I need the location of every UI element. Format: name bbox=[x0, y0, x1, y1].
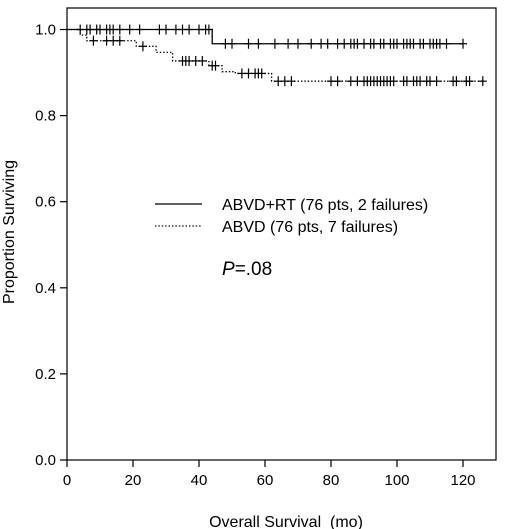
series-abvd bbox=[67, 28, 487, 87]
p-value-annotation: P=.08 bbox=[222, 259, 272, 280]
x-axis-label: Overall Survival (mo) bbox=[209, 514, 363, 529]
p-value-number: =.08 bbox=[235, 259, 273, 280]
x-tick-label: 20 bbox=[125, 472, 142, 489]
x-tick-label: 80 bbox=[323, 472, 340, 489]
x-tick-label: 100 bbox=[384, 472, 409, 489]
x-tick-label: 0 bbox=[63, 472, 71, 489]
y-tick-label: 0.2 bbox=[35, 366, 56, 383]
survival-curves bbox=[67, 24, 487, 87]
y-tick-label: 0.8 bbox=[35, 108, 56, 125]
y-axis-label: Proportion Surviving bbox=[1, 160, 18, 304]
x-tick-label: 40 bbox=[191, 472, 208, 489]
y-tick-label: 0.4 bbox=[35, 280, 56, 297]
p-value-symbol: P bbox=[222, 259, 235, 280]
survival-line bbox=[67, 28, 483, 82]
y-tick-label: 0.6 bbox=[35, 194, 56, 211]
y-tick-label: 0.0 bbox=[35, 452, 56, 469]
x-tick-label: 120 bbox=[450, 472, 475, 489]
series-abvd-rt bbox=[67, 24, 467, 49]
plot-frame bbox=[66, 7, 497, 461]
x-tick-label: 60 bbox=[257, 472, 274, 489]
legend-label: ABVD (76 pts, 7 failures) bbox=[222, 219, 398, 236]
legend: ABVD+RT (76 pts, 2 failures) ABVD (76 pts… bbox=[155, 197, 428, 236]
legend-label: ABVD+RT (76 pts, 2 failures) bbox=[222, 197, 428, 214]
axes: 0 20 40 60 80 100 120 0.0 0.2 0.4 0.6 0.8 1.0 bbox=[35, 7, 497, 489]
y-tick-label: 1.0 bbox=[35, 22, 56, 39]
